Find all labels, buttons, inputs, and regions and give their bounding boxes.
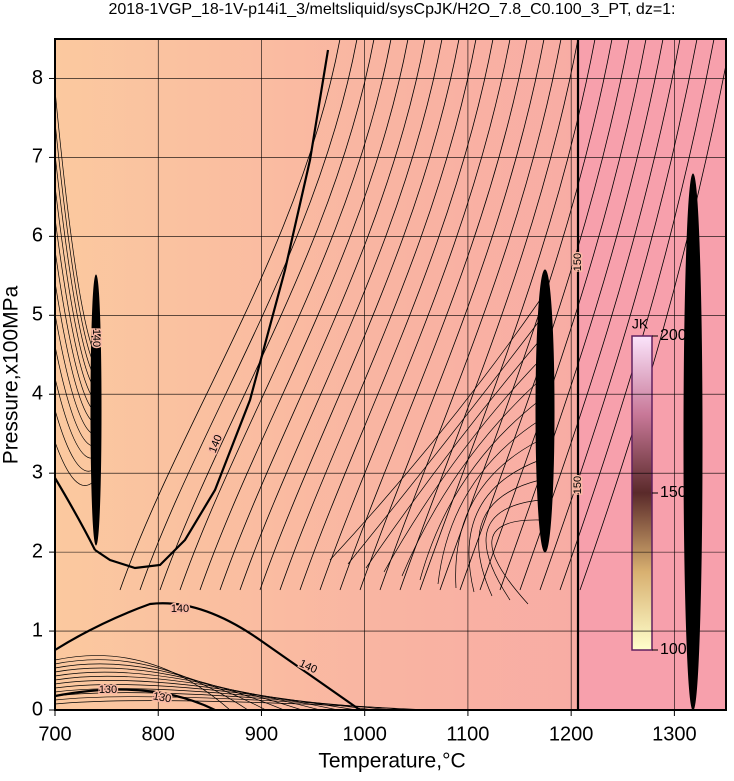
contour-line (279, 39, 477, 591)
contour-line (559, 39, 715, 591)
contour-cluster (683, 173, 703, 710)
colorbar-label: JK (632, 316, 649, 332)
contour-line (55, 249, 94, 411)
contour-line (459, 39, 630, 591)
contour-line (539, 39, 698, 591)
y-tick-label: 4 (32, 383, 43, 405)
y-tick-label: 2 (32, 540, 43, 562)
contour-label: 130 (99, 684, 117, 696)
contour-line (399, 39, 579, 591)
colorbar-tick-label: 150 (660, 484, 687, 501)
contour-line (329, 299, 541, 561)
x-tick-label: 700 (38, 723, 71, 745)
contour-line (55, 185, 94, 387)
x-tick-label: 1100 (446, 723, 489, 745)
contour-line (55, 313, 94, 435)
y-axis-label: Pressure,x100MPa (0, 285, 23, 464)
contour-label: 140 (90, 329, 102, 347)
contour-line (379, 39, 562, 591)
contour-line (55, 700, 429, 710)
contour-line (199, 39, 409, 591)
contour-line (365, 339, 541, 569)
contours (55, 39, 726, 710)
contour-line (94, 49, 330, 570)
contour-line (55, 153, 94, 375)
contour-line (55, 217, 94, 399)
contour-line (468, 459, 541, 593)
contour-line (419, 39, 596, 591)
contour-line (55, 377, 94, 459)
contour-line (55, 281, 94, 423)
contour-line (359, 39, 545, 591)
x-tick-label: 1300 (652, 723, 697, 745)
contour-line (478, 479, 541, 597)
contour-line (401, 379, 541, 577)
contour-line (299, 39, 494, 591)
contour-cluster (535, 269, 555, 553)
contour-line (219, 39, 426, 591)
contour-line (55, 602, 361, 710)
contour-line (55, 477, 96, 551)
contour-line (55, 655, 231, 710)
y-tick-label: 0 (32, 698, 43, 720)
contour-cluster (90, 274, 102, 546)
x-tick-label: 1000 (342, 723, 387, 745)
contour-line (139, 39, 358, 591)
contour-line (383, 359, 541, 573)
contour-line (519, 39, 681, 591)
contour-line (491, 519, 541, 605)
contour-line (55, 409, 94, 472)
contour-line (339, 39, 528, 591)
contour-label: 130 (152, 690, 172, 705)
y-tick-label: 8 (32, 67, 43, 89)
contour-line (439, 39, 613, 591)
contour-label: 150 (572, 476, 584, 494)
contour-line (347, 319, 541, 565)
contour-line (179, 39, 392, 591)
contour-line (319, 39, 511, 591)
colorbar-tick-label: 100 (660, 641, 687, 658)
y-tick-label: 3 (32, 461, 43, 483)
x-tick-label: 900 (245, 723, 278, 745)
contour-line (259, 39, 460, 591)
chart-title: 2018-1VGP_18-1V-p14i1_3/meltsliquid/sysC… (108, 1, 675, 18)
contour-line (485, 499, 541, 601)
contour-line (55, 659, 249, 710)
contour-line (55, 696, 411, 710)
contour-line (55, 345, 94, 447)
colorbar-tick-label: 200 (660, 327, 687, 344)
contour-line (239, 39, 443, 591)
contour-label: 140 (171, 603, 189, 615)
contour-line (579, 62, 726, 591)
contour-line (419, 399, 541, 581)
contour-line (55, 688, 216, 710)
y-tick-label: 7 (32, 146, 43, 168)
contour-line (159, 39, 375, 591)
y-tick-label: 6 (32, 225, 43, 247)
contour-label: 150 (572, 253, 584, 271)
contour-line (55, 121, 94, 363)
colorbar (631, 335, 653, 651)
x-tick-label: 800 (142, 723, 175, 745)
contour-line (437, 419, 541, 585)
x-axis-label: Temperature,°C (318, 750, 465, 773)
x-tick-label: 1200 (549, 723, 594, 745)
contour-line (479, 39, 647, 591)
contour-line (55, 441, 94, 486)
contour-line (119, 39, 341, 591)
contour-line (455, 439, 541, 589)
contour-line (55, 89, 94, 351)
y-tick-label: 1 (32, 619, 43, 641)
contour-line (499, 39, 664, 591)
y-tick-label: 5 (32, 304, 43, 326)
